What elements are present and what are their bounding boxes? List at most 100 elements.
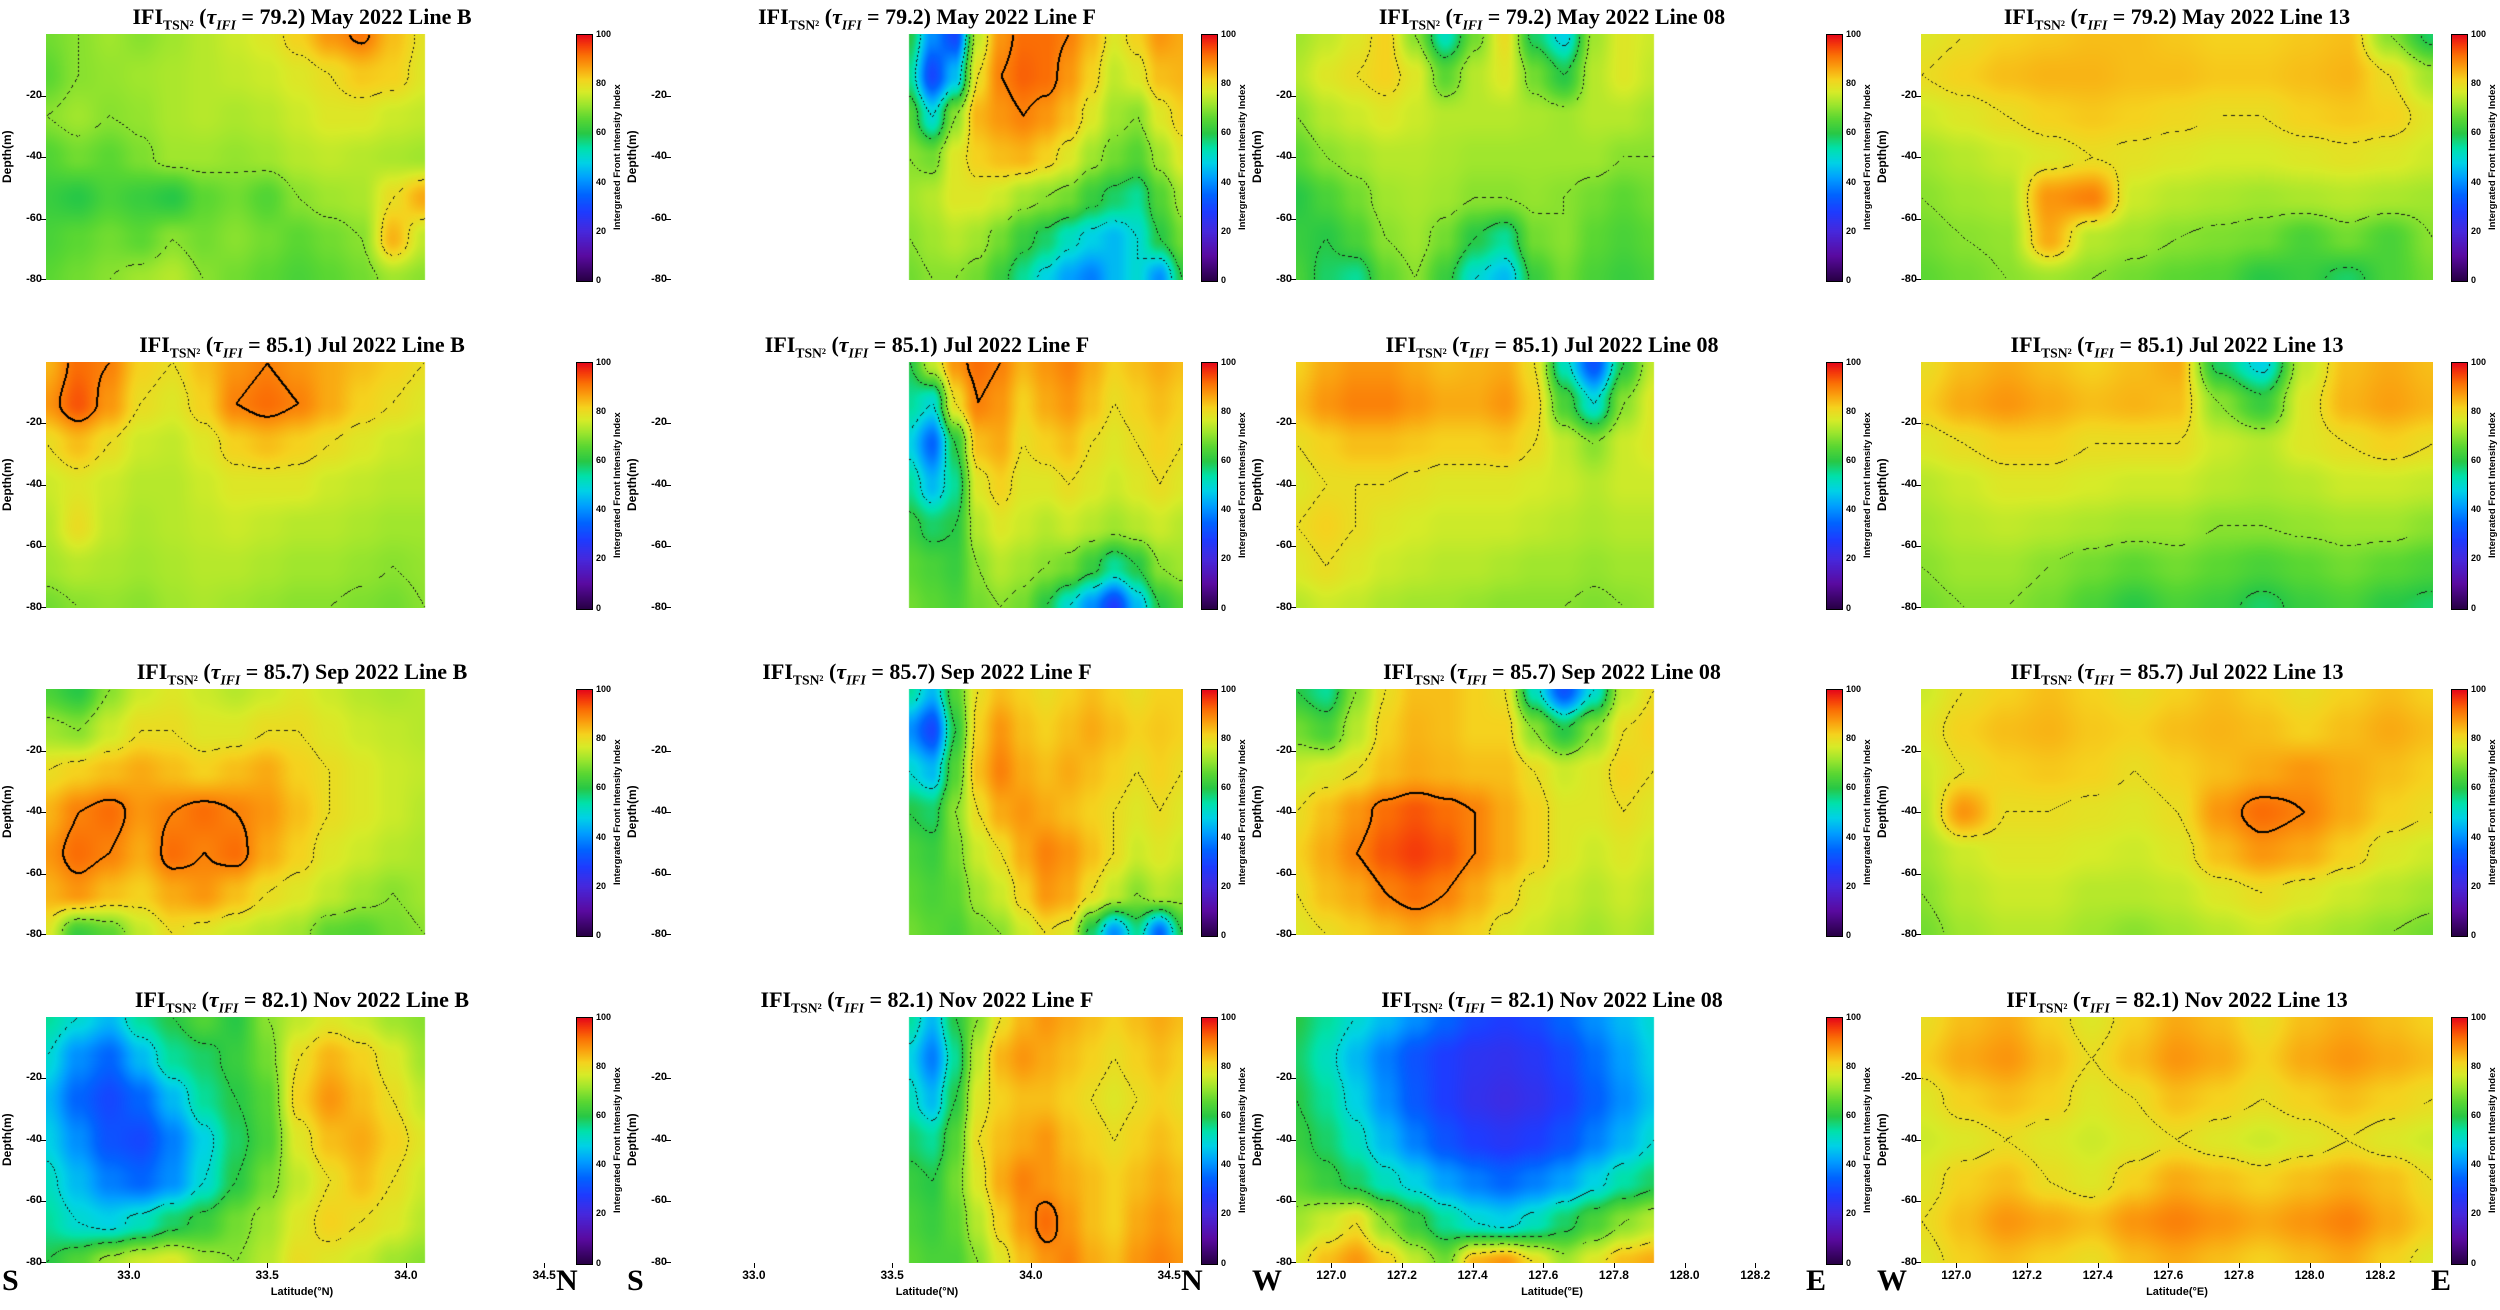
title-text: = 85.7) Sep 2022 Line 08 [1486,659,1721,684]
title-base: IFI [1378,4,1410,29]
panel-title: IFITSN² (τIFI = 82.1) Nov 2022 Line 13 [1921,987,2433,1016]
colorbar-tick-label: 0 [2471,602,2477,613]
y-tick-mark [666,1201,671,1202]
title-subscript: TSN² [792,672,824,688]
heatmap-panel-r2c1: IFITSN² (τIFI = 85.7) Sep 2022 Line F De… [625,655,1250,983]
y-tick-label: -20 [651,416,667,428]
title-open-paren: ( [819,4,833,29]
y-tick-mark [1291,484,1296,486]
tau-subscript: IFI [1462,17,1483,33]
x-tick-mark [128,1262,130,1268]
title-subscript: TSN² [2036,999,2068,1015]
x-tick-mark [2238,1262,2240,1268]
y-tick-mark [41,484,46,486]
colorbar-tick-label: 20 [596,225,607,236]
y-tick-label: -80 [26,600,42,613]
y-tick-label: -80 [1901,928,1917,940]
y-tick-mark [666,750,671,752]
y-tick-label: -40 [651,805,667,817]
colorbar-label: Intergrated Front Intensity Index [1862,1066,1873,1213]
y-tick-label: -80 [1276,600,1292,613]
heatmap-panel-r0c1: IFITSN² (τIFI = 79.2) May 2022 Line F De… [625,0,1250,328]
colorbar-tick-label: 20 [1221,225,1232,236]
x-tick-label: 128.2 [2365,1267,2396,1282]
y-tick-mark [1916,812,1921,813]
colorbar-label: Intergrated Front Intensity Index [1862,739,1873,885]
tau-symbol: τ [2080,986,2090,1012]
plot-area [46,361,558,608]
x-tick-label: 127.6 [2153,1267,2184,1282]
x-tick-mark [544,1262,546,1268]
heatmap-canvas [671,34,1183,280]
title-subscript: TSN² [2041,344,2072,360]
y-tick-mark [1291,1261,1296,1263]
x-tick-mark [1169,1262,1171,1268]
title-base: IFI [132,4,164,29]
y-tick-mark [1916,423,1921,424]
colorbar-tick-label: 0 [1221,275,1227,285]
colorbar-tick-label: 100 [2471,29,2487,39]
title-subscript: TSN² [163,17,194,33]
colorbar [1826,361,1843,610]
plot-area [46,689,558,935]
y-tick-label: -40 [1276,1132,1292,1145]
colorbar-tick-label: 100 [1846,29,1862,39]
y-tick-label: -60 [1276,539,1292,551]
y-tick-label: -20 [1901,416,1917,428]
title-base: IFI [1381,986,1412,1012]
x-tick-mark [753,1262,755,1268]
y-tick-mark [1291,218,1296,220]
colorbar-tick-label: 60 [2471,454,2482,465]
y-tick-mark [1291,873,1296,875]
tau-symbol: τ [838,331,849,357]
tau-subscript: IFI [2087,17,2108,33]
panel-title: IFITSN² (τIFI = 79.2) May 2022 Line 13 [1921,4,2433,33]
colorbar-canvas [577,362,592,609]
y-tick-label: -60 [651,539,667,551]
colorbar-canvas [2452,690,2467,936]
y-tick-label: -20 [1276,416,1292,428]
y-tick-mark [666,279,671,280]
y-tick-mark [666,812,671,813]
colorbar-tick-label: 100 [1221,684,1237,694]
y-tick-mark [1291,279,1296,280]
y-tick-mark [1291,606,1296,608]
y-tick-label: -80 [1901,273,1917,285]
y-tick-mark [1916,1261,1921,1263]
plot-area [1296,689,1808,935]
title-base: IFI [758,4,789,29]
panel-title: IFITSN² (τIFI = 85.1) Jul 2022 Line 13 [1921,332,2433,361]
title-text: = 79.2) May 2022 Line F [861,4,1096,29]
y-tick-label: -40 [26,1132,42,1145]
title-open-paren: ( [1439,4,1453,29]
x-tick-label: 127.4 [2082,1267,2113,1282]
colorbar-tick-label: 100 [1846,684,1862,694]
heatmap-canvas [1921,689,2433,935]
tau-symbol: τ [2077,4,2088,29]
colorbar [2451,34,2468,282]
title-base: IFI [134,986,166,1012]
colorbar-tick-label: 100 [1221,356,1237,367]
colorbar-tick-label: 20 [596,553,607,564]
corner-label-left: W [1252,1263,1282,1297]
heatmap-panel-r1c0: IFITSN² (τIFI = 85.1) Jul 2022 Line B De… [0,327,625,655]
colorbar-tick-label: 0 [2471,1257,2477,1268]
title-base: IFI [2006,986,2037,1012]
title-base: IFI [2010,659,2042,684]
colorbar-tick-label: 0 [1221,602,1227,613]
y-tick-mark [41,934,46,935]
x-tick-mark [1613,1262,1615,1268]
y-tick-label: -20 [651,743,667,756]
y-tick-mark [666,484,671,486]
x-tick-mark [405,1262,407,1268]
colorbar-tick-label: 40 [2471,831,2482,842]
colorbar-tick-label: 80 [2471,405,2482,416]
panel-title: IFITSN² (τIFI = 82.1) Nov 2022 Line B [46,987,558,1016]
x-tick-label: 127.4 [1457,1267,1488,1282]
heatmap-panel-r0c3: IFITSN² (τIFI = 79.2) May 2022 Line 13 D… [1875,0,2500,328]
colorbar-label: Intergrated Front Intensity Index [1237,1066,1248,1213]
y-tick-label: -60 [1901,539,1917,551]
y-tick-mark [666,546,671,547]
heatmap-panel-r0c0: IFITSN² (τIFI = 79.2) May 2022 Line B De… [0,0,625,328]
